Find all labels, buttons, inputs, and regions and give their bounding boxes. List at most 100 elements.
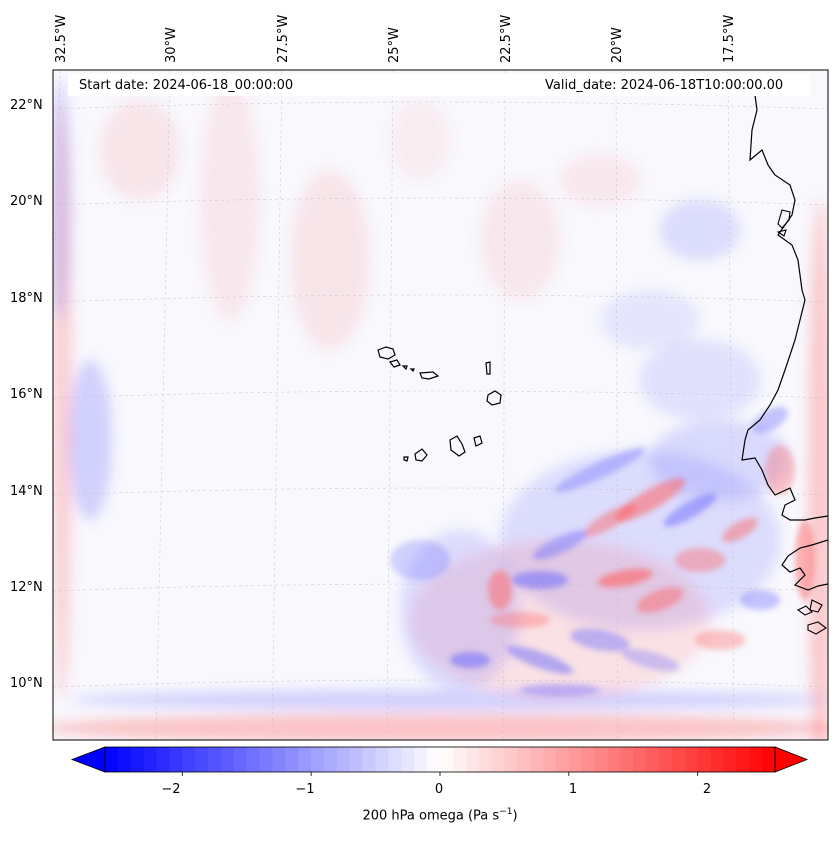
colorbar-segment xyxy=(233,747,248,772)
omega-shading xyxy=(765,445,795,495)
valid-date-label: Valid_date: 2024-06-18T10:00:00.00 xyxy=(545,78,784,93)
colorbar-segment xyxy=(581,747,596,772)
omega-shading xyxy=(583,503,637,537)
omega-shading xyxy=(570,628,630,652)
omega-shading xyxy=(520,684,600,696)
meridian-line xyxy=(271,70,283,740)
colorbar-segment xyxy=(633,747,647,772)
colorbar-segment xyxy=(762,747,776,772)
colorbar-segment xyxy=(246,747,261,772)
omega-shading xyxy=(740,590,780,610)
colorbar-segment xyxy=(117,747,132,772)
omega-shading xyxy=(480,180,560,300)
lat-label-14n: 14°N xyxy=(10,484,43,499)
colorbar-segment xyxy=(362,747,377,772)
colorbar-segment xyxy=(671,747,686,772)
omega-shading xyxy=(390,100,450,180)
colorbar-segment xyxy=(723,747,737,772)
omega-shading xyxy=(600,290,700,350)
colorbar-segment xyxy=(156,747,170,772)
colorbar-segment xyxy=(543,747,557,772)
coastline-west-africa xyxy=(741,94,828,521)
lon-label-25w: 25°W xyxy=(387,27,402,63)
colorbar-segment xyxy=(594,747,608,772)
omega-shading xyxy=(675,548,725,572)
colorbar-tick-1: 1 xyxy=(568,782,578,797)
colorbar-segment xyxy=(504,747,518,772)
colorbar-segment xyxy=(440,747,454,772)
omega-shading xyxy=(290,170,370,350)
lon-label-27-5w: 27.5°W xyxy=(276,14,291,63)
omega-shading xyxy=(512,571,568,589)
colorbar-segment xyxy=(697,747,712,772)
colorbar-segment xyxy=(684,747,699,772)
colorbar-segment xyxy=(298,747,312,772)
colorbar-segment xyxy=(646,747,660,772)
meridian-line xyxy=(386,70,394,740)
omega-shading xyxy=(532,530,588,560)
omega-shading xyxy=(506,645,574,675)
omega-shading xyxy=(554,447,646,493)
colorbar-tick-neg2: −2 xyxy=(161,782,181,797)
colorbar xyxy=(70,746,809,776)
colorbar-segment xyxy=(375,747,389,772)
colorbar-segment xyxy=(285,747,299,772)
parallel-line xyxy=(53,390,828,399)
coastline-islands-bissau xyxy=(796,599,827,635)
colorbar-segment xyxy=(659,747,673,772)
colorbar-segment xyxy=(452,747,467,772)
lon-label-30w: 30°W xyxy=(164,27,179,63)
colorbar-tick-2: 2 xyxy=(702,782,712,797)
colorbar-segment xyxy=(401,747,415,772)
colorbar-segment xyxy=(143,747,158,772)
parallel-line xyxy=(53,294,828,303)
parallel-line xyxy=(53,583,828,592)
map-frame xyxy=(52,69,829,741)
omega-shading xyxy=(390,540,450,580)
lat-label-10n: 10°N xyxy=(10,676,43,691)
omega-shading xyxy=(490,612,550,628)
lon-label-20w: 20°W xyxy=(610,27,625,63)
colorbar-segment xyxy=(182,747,196,772)
cape-verde-islands xyxy=(377,346,502,462)
colorbar-tick-neg1: −1 xyxy=(295,782,315,797)
omega-shading xyxy=(200,80,260,320)
colorbar-segment xyxy=(491,747,505,772)
omega-shading xyxy=(488,570,512,610)
colorbar-segment xyxy=(478,747,493,772)
colorbar-tick-0: 0 xyxy=(434,782,444,797)
omega-shading xyxy=(620,649,680,671)
omega-shading xyxy=(808,200,828,740)
colorbar-segment xyxy=(311,747,325,772)
meridian-line xyxy=(615,70,619,740)
colorbar-segment xyxy=(427,747,441,772)
colorbar-segment xyxy=(710,747,724,772)
colorbar-segment xyxy=(324,747,338,772)
omega-shading xyxy=(68,360,112,520)
lat-label-12n: 12°N xyxy=(10,580,43,595)
colorbar-segment xyxy=(105,747,119,772)
colorbar-segment xyxy=(220,747,235,772)
colorbar-segment xyxy=(465,747,480,772)
date-banner xyxy=(68,74,810,96)
start-date-label: Start date: 2024-06-18_00:00:00 xyxy=(79,78,294,93)
colorbar-segment xyxy=(208,747,222,772)
colorbar-segment xyxy=(749,747,763,772)
omega-shading xyxy=(100,100,180,200)
omega-shading xyxy=(560,155,640,205)
omega-shading xyxy=(660,200,740,260)
omega-shading xyxy=(636,587,684,613)
parallel-line xyxy=(53,197,828,206)
colorbar-title: 200 hPa omega (Pa s−1) xyxy=(362,807,518,824)
colorbar-segment xyxy=(388,747,402,772)
lat-label-20n: 20°N xyxy=(10,194,43,209)
lon-label-32-5w: 32.5°W xyxy=(54,14,69,63)
omega-shading xyxy=(53,80,72,320)
meridian-line xyxy=(502,70,506,740)
colorbar-segment xyxy=(568,747,583,772)
colorbar-segment xyxy=(530,747,544,772)
colorbar-segment xyxy=(736,747,750,772)
parallel-line xyxy=(53,679,828,688)
colorbar-segment xyxy=(259,747,273,772)
